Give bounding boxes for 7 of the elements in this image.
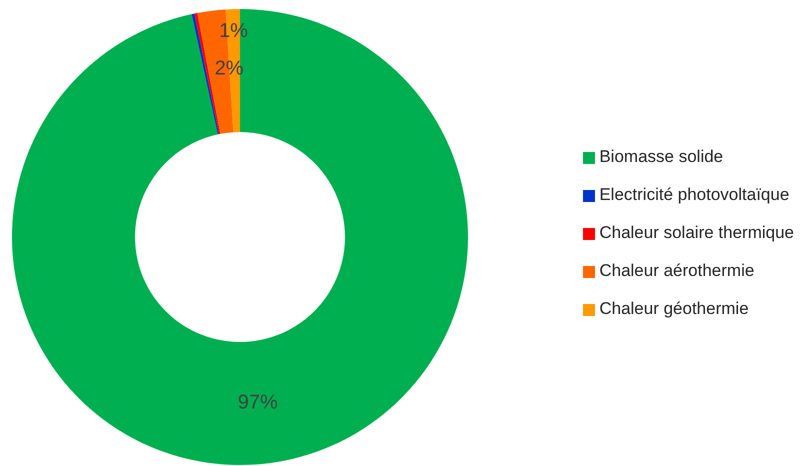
legend-label: Biomasse solide (599, 147, 724, 166)
legend-label: Chaleur géothermie (599, 299, 749, 318)
legend-label: Electricité photovoltaïque (599, 185, 790, 204)
legend-label: Chaleur solaire thermique (599, 223, 794, 242)
donut-slice (12, 9, 468, 465)
data-label: 97% (238, 392, 278, 414)
legend-label: Chaleur aérothermie (599, 261, 754, 280)
